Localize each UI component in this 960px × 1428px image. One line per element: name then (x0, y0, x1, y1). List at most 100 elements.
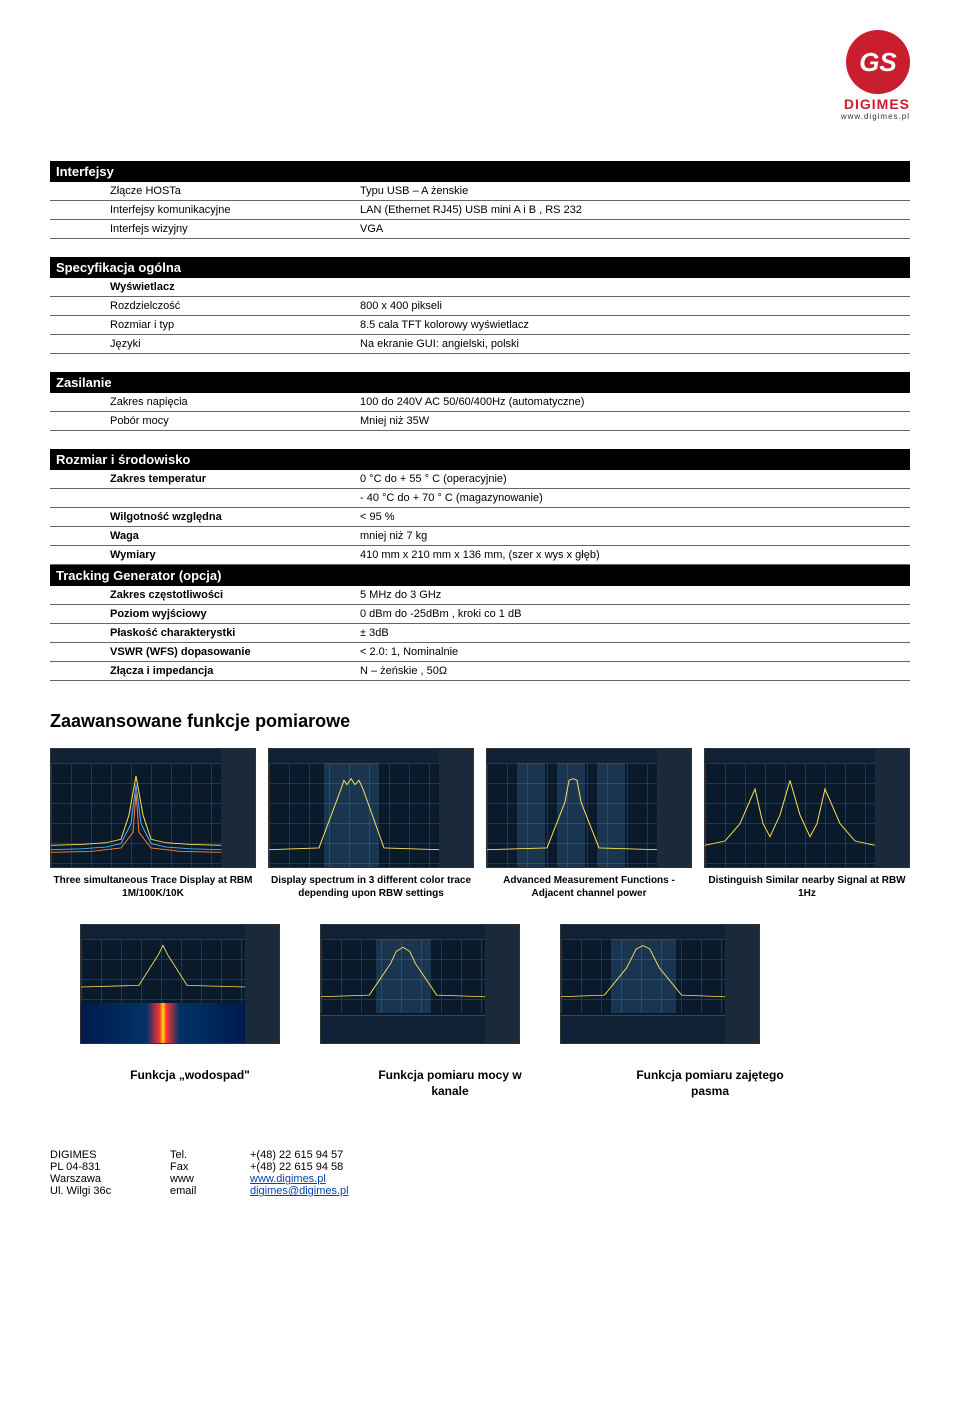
footer-label: www (170, 1173, 250, 1185)
screenshot-item: Three simultaneous Trace Display at RBM … (50, 748, 256, 900)
spectrum-screenshot (320, 924, 520, 1044)
spec-label: Interfejsy komunikacyjne (110, 204, 360, 216)
screenshots-row-2 (50, 924, 910, 1044)
spec-value: Na ekranie GUI: angielski, polski (360, 338, 910, 350)
footer-tel: +(48) 22 615 94 57 (250, 1149, 349, 1161)
table-row: Waga mniej niż 7 kg (50, 527, 910, 546)
section-header: Specyfikacja ogólna (50, 257, 910, 278)
table-row: Rozdzielczość 800 x 400 pikseli (50, 297, 910, 316)
spec-label: Zakres temperatur (110, 473, 360, 485)
spec-value: ± 3dB (360, 627, 910, 639)
spec-sublabel: Wyświetlacz (110, 281, 360, 293)
spec-label: Płaskość charakterystki (110, 627, 360, 639)
spec-label: Języki (110, 338, 360, 350)
spectrum-screenshot (80, 924, 280, 1044)
brand-logo: GS DIGIMES www.digimes.pl (50, 30, 910, 121)
section-tracking: Tracking Generator (opcja) Zakres często… (50, 565, 910, 681)
footer-label: Tel. (170, 1149, 250, 1161)
table-row: Złącze HOSTa Typu USB – A żenskie (50, 182, 910, 201)
spec-value: 5 MHz do 3 GHz (360, 589, 910, 601)
spec-value: < 95 % (360, 511, 910, 523)
table-row: Złącza i impedancja N – żeńskie , 50Ω (50, 662, 910, 681)
spec-value: 8.5 cala TFT kolorowy wyświetlacz (360, 319, 910, 331)
logo-url: www.digimes.pl (50, 112, 910, 121)
spec-value: 800 x 400 pikseli (360, 300, 910, 312)
table-row: Języki Na ekranie GUI: angielski, polski (50, 335, 910, 354)
section-zasilanie: Zasilanie Zakres napięcia 100 do 240V AC… (50, 372, 910, 431)
footer-company: DIGIMES (50, 1149, 170, 1161)
logo-mark: GS (846, 30, 910, 94)
screenshot-caption: Advanced Measurement Functions - Adjacen… (486, 874, 692, 900)
screenshots-row-1: Three simultaneous Trace Display at RBM … (50, 748, 910, 900)
logo-brand: DIGIMES (50, 96, 910, 112)
table-row: Rozmiar i typ 8.5 cala TFT kolorowy wyśw… (50, 316, 910, 335)
screenshot-caption: Distinguish Similar nearby Signal at RBW… (704, 874, 910, 900)
screenshot-item (560, 924, 760, 1044)
table-row: Zakres częstotliwości 5 MHz do 3 GHz (50, 586, 910, 605)
screenshot-caption: Funkcja pomiaru mocy w kanale (360, 1068, 540, 1099)
spec-label: Interfejs wizyjny (110, 223, 360, 235)
table-row: Interfejsy komunikacyjne LAN (Ethernet R… (50, 201, 910, 220)
spec-label: Waga (110, 530, 360, 542)
footer-www-link[interactable]: www.digimes.pl (250, 1173, 326, 1185)
spec-value: Mniej niż 35W (360, 415, 910, 427)
spec-label: Złącza i impedancja (110, 665, 360, 677)
screenshot-caption: Three simultaneous Trace Display at RBM … (50, 874, 256, 900)
section-header: Zasilanie (50, 372, 910, 393)
spectrum-screenshot (560, 924, 760, 1044)
footer-email-link[interactable]: digimes@digimes.pl (250, 1185, 349, 1197)
section-header: Tracking Generator (opcja) (50, 565, 910, 586)
spec-label: Zakres częstotliwości (110, 589, 360, 601)
spec-label: VSWR (WFS) dopasowanie (110, 646, 360, 658)
section-rozmiar: Rozmiar i środowisko Zakres temperatur 0… (50, 449, 910, 565)
footer-label: Fax (170, 1161, 250, 1173)
spec-value: VGA (360, 223, 910, 235)
section-header: Interfejsy (50, 161, 910, 182)
screenshot-caption: Display spectrum in 3 different color tr… (268, 874, 474, 900)
table-row: Zakres napięcia 100 do 240V AC 50/60/400… (50, 393, 910, 412)
table-row: Wilgotność względna < 95 % (50, 508, 910, 527)
table-row: Wymiary 410 mm x 210 mm x 136 mm, (szer … (50, 546, 910, 565)
features-title: Zaawansowane funkcje pomiarowe (50, 711, 910, 732)
footer-labels: Tel. Fax www email (170, 1149, 250, 1197)
spectrum-screenshot (486, 748, 692, 868)
spec-value: 0 dBm do -25dBm , kroki co 1 dB (360, 608, 910, 620)
spec-label: Poziom wyjściowy (110, 608, 360, 620)
table-row: Poziom wyjściowy 0 dBm do -25dBm , kroki… (50, 605, 910, 624)
spec-label: Złącze HOSTa (110, 185, 360, 197)
spec-value: 100 do 240V AC 50/60/400Hz (automatyczne… (360, 396, 910, 408)
screenshot-caption: Funkcja pomiaru zajętego pasma (620, 1068, 800, 1099)
spec-value (360, 281, 910, 293)
spec-value: Typu USB – A żenskie (360, 185, 910, 197)
spec-label: Rozmiar i typ (110, 319, 360, 331)
footer-label: email (170, 1185, 250, 1197)
spec-value: 410 mm x 210 mm x 136 mm, (szer x wys x … (360, 549, 910, 561)
screenshot-item: Advanced Measurement Functions - Adjacen… (486, 748, 692, 900)
table-row: VSWR (WFS) dopasowanie < 2.0: 1, Nominal… (50, 643, 910, 662)
table-row: Pobór mocy Mniej niż 35W (50, 412, 910, 431)
table-row: - 40 °C do + 70 ° C (magazynowanie) (50, 489, 910, 508)
captions-row-2: Funkcja „wodospad" Funkcja pomiaru mocy … (50, 1068, 910, 1099)
screenshot-item (320, 924, 520, 1044)
footer-fax: +(48) 22 615 94 58 (250, 1161, 349, 1173)
page-footer: DIGIMES PL 04-831 Warszawa Ul. Wilgi 36c… (50, 1149, 910, 1197)
table-row: Wyświetlacz (50, 278, 910, 297)
section-specyfikacja: Specyfikacja ogólna Wyświetlacz Rozdziel… (50, 257, 910, 354)
screenshot-caption: Funkcja „wodospad" (100, 1068, 280, 1099)
spec-value: N – żeńskie , 50Ω (360, 665, 910, 677)
spec-label: Rozdzielczość (110, 300, 360, 312)
table-row: Zakres temperatur 0 °C do + 55 ° C (oper… (50, 470, 910, 489)
spectrum-screenshot (268, 748, 474, 868)
section-header: Rozmiar i środowisko (50, 449, 910, 470)
spec-value: LAN (Ethernet RJ45) USB mini A i B , RS … (360, 204, 910, 216)
table-row: Płaskość charakterystki ± 3dB (50, 624, 910, 643)
spec-label: Wilgotność względna (110, 511, 360, 523)
footer-addr: PL 04-831 (50, 1161, 170, 1173)
table-row: Interfejs wizyjny VGA (50, 220, 910, 239)
spec-value: - 40 °C do + 70 ° C (magazynowanie) (360, 492, 910, 504)
footer-values: +(48) 22 615 94 57 +(48) 22 615 94 58 ww… (250, 1149, 349, 1197)
spectrum-screenshot (50, 748, 256, 868)
spec-label: Wymiary (110, 549, 360, 561)
section-interfejsy: Interfejsy Złącze HOSTa Typu USB – A żen… (50, 161, 910, 239)
footer-addr: Warszawa (50, 1173, 170, 1185)
